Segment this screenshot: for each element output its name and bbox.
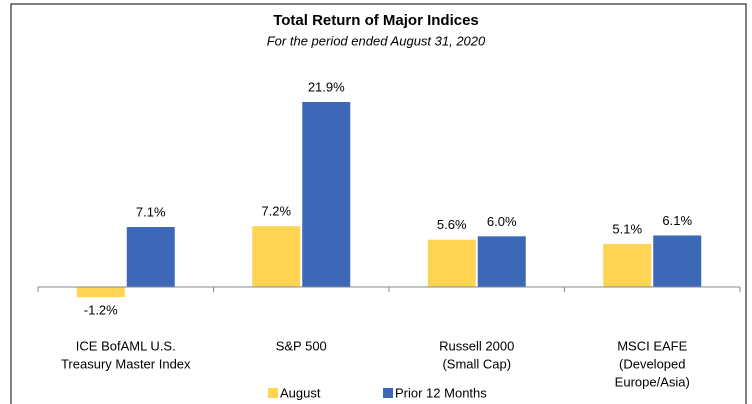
legend-label: Prior 12 Months (395, 385, 487, 400)
value-label: 5.1% (612, 221, 642, 236)
chart-border (10, 3, 747, 404)
value-label: 7.2% (261, 204, 291, 219)
chart-title: Total Return of Major Indices (273, 12, 479, 29)
bar (477, 236, 526, 287)
x-tick-label: (Developed (619, 356, 686, 371)
value-label: 21.9% (308, 79, 345, 94)
x-tick-label: Russell 2000 (439, 338, 514, 353)
x-tick-label: MSCI EAFE (617, 338, 687, 353)
legend-label: August (280, 385, 321, 400)
bar (653, 235, 702, 287)
value-label: -1.2% (84, 303, 118, 318)
x-tick-label: Treasury Master Index (61, 356, 191, 371)
bar (302, 102, 351, 287)
legend-swatch (383, 388, 393, 398)
bar (126, 227, 175, 287)
value-label: 7.1% (136, 204, 166, 219)
bar (252, 226, 301, 287)
chart-subtitle: For the period ended August 31, 2020 (267, 33, 486, 48)
value-label: 6.0% (487, 214, 517, 229)
bar (603, 243, 652, 287)
x-tick-label: ICE BofAML U.S. (76, 338, 176, 353)
x-tick-label: Europe/Asia) (615, 374, 690, 389)
legend-swatch (268, 388, 278, 398)
x-tick-label: S&P 500 (276, 338, 327, 353)
bar (76, 287, 125, 298)
value-label: 5.6% (437, 217, 467, 232)
x-tick-label: (Small Cap) (442, 356, 511, 371)
bar (427, 239, 476, 287)
value-label: 6.1% (662, 213, 692, 228)
